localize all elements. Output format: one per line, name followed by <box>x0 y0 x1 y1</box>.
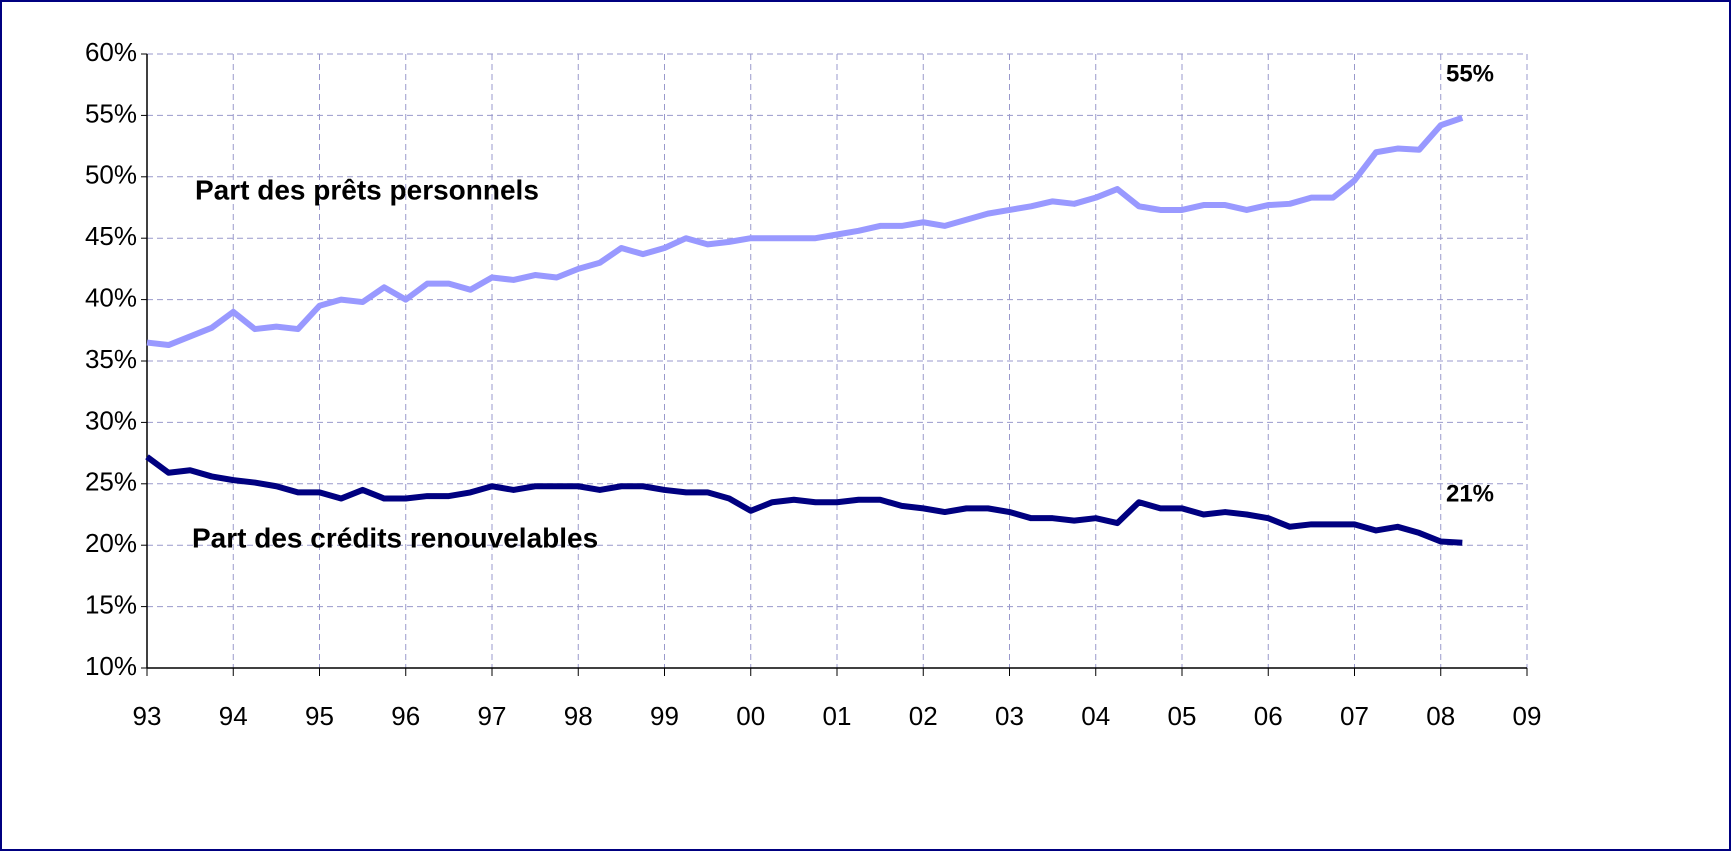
x-tick-label: 95 <box>305 701 334 731</box>
x-tick-label: 08 <box>1426 701 1455 731</box>
x-tick-label: 99 <box>650 701 679 731</box>
x-tick-label: 03 <box>995 701 1024 731</box>
x-tick-label: 09 <box>1513 701 1542 731</box>
x-tick-label: 05 <box>1168 701 1197 731</box>
end-annotation: 55% <box>1446 60 1494 87</box>
x-tick-label: 01 <box>823 701 852 731</box>
x-tick-label: 00 <box>736 701 765 731</box>
x-tick-label: 04 <box>1081 701 1110 731</box>
y-tick-label: 15% <box>85 589 137 619</box>
y-tick-label: 35% <box>85 344 137 374</box>
series-label: Part des crédits renouvelables <box>192 522 598 553</box>
series-line <box>145 454 1463 546</box>
y-tick-label: 50% <box>85 160 137 190</box>
y-tick-label: 60% <box>85 37 137 67</box>
series-label: Part des prêts personnels <box>195 174 539 205</box>
y-tick-label: 45% <box>85 221 137 251</box>
x-tick-label: 94 <box>219 701 248 731</box>
series-line <box>146 115 1464 349</box>
y-tick-label: 30% <box>85 405 137 435</box>
x-tick-label: 07 <box>1340 701 1369 731</box>
y-tick-label: 55% <box>85 98 137 128</box>
x-tick-label: 02 <box>909 701 938 731</box>
x-tick-label: 97 <box>478 701 507 731</box>
x-tick-label: 96 <box>391 701 420 731</box>
x-tick-label: 06 <box>1254 701 1283 731</box>
y-tick-label: 20% <box>85 528 137 558</box>
y-tick-label: 40% <box>85 282 137 312</box>
end-annotation: 21% <box>1446 480 1494 507</box>
y-tick-label: 10% <box>85 651 137 681</box>
x-tick-label: 98 <box>564 701 593 731</box>
x-tick-label: 93 <box>133 701 162 731</box>
y-tick-label: 25% <box>85 467 137 497</box>
